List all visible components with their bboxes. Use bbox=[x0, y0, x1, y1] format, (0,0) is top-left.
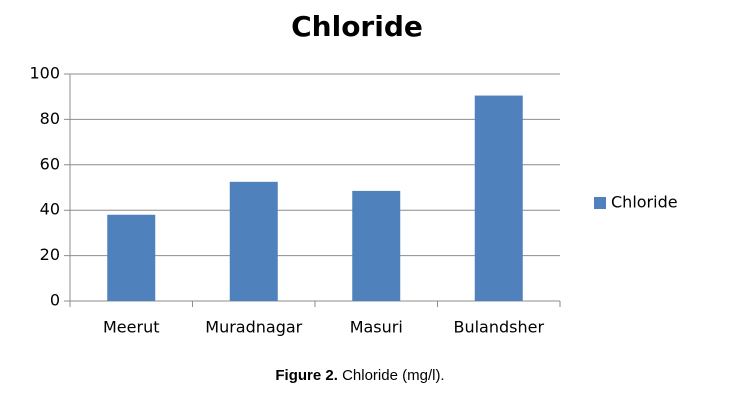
bar bbox=[474, 95, 523, 301]
caption-label: Figure 2. bbox=[275, 367, 338, 384]
x-tick-label: Muradnagar bbox=[205, 318, 302, 337]
y-tick-label: 40 bbox=[40, 200, 60, 219]
x-tick-label: Meerut bbox=[103, 318, 159, 337]
y-tick-label: 20 bbox=[40, 245, 60, 264]
bar bbox=[352, 190, 401, 301]
legend-swatch bbox=[594, 197, 606, 209]
bar bbox=[107, 214, 156, 301]
legend-label: Chloride bbox=[611, 193, 678, 212]
y-tick-label: 0 bbox=[50, 291, 60, 310]
y-tick-label: 80 bbox=[40, 109, 60, 128]
bar bbox=[229, 181, 278, 301]
caption-text: Chloride (mg/l). bbox=[342, 367, 445, 384]
caption: Figure 2. Chloride (mg/l). bbox=[275, 367, 444, 384]
x-tick-label: Masuri bbox=[350, 318, 403, 337]
chart-title: Chloride bbox=[291, 10, 423, 43]
x-tick-label: Bulandsher bbox=[453, 318, 544, 337]
y-tick-label: 60 bbox=[40, 154, 60, 173]
y-tick-label: 100 bbox=[29, 64, 60, 83]
